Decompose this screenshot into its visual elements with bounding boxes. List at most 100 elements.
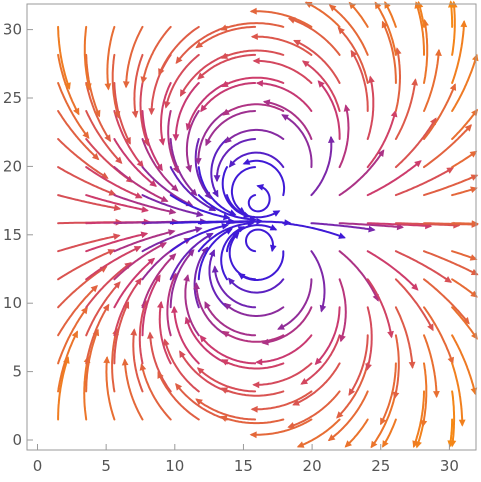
- stream-arrowhead: [435, 48, 442, 56]
- streamline: [394, 306, 414, 368]
- streamline: [302, 60, 341, 112]
- stream-arrowhead: [104, 134, 111, 143]
- streamline: [393, 334, 400, 399]
- stream-arrowhead: [411, 283, 419, 291]
- stream-arrowhead: [140, 231, 149, 239]
- streamline: [184, 275, 200, 337]
- stream-arrowhead: [365, 363, 372, 371]
- stream-arrowhead: [147, 331, 154, 339]
- stream-arrowhead: [142, 138, 150, 147]
- stream-arrowhead: [469, 150, 478, 158]
- streamline: [394, 167, 454, 197]
- streamline: [113, 278, 142, 337]
- streamline: [113, 230, 175, 253]
- streamline: [423, 278, 470, 324]
- streamline: [338, 150, 385, 197]
- stream-arrowhead: [471, 220, 479, 227]
- stream-arrowhead: [205, 232, 214, 240]
- stream-arrowhead: [73, 107, 80, 116]
- stream-arrowhead: [184, 316, 192, 325]
- stream-arrowhead: [277, 323, 285, 330]
- streamline: [423, 124, 472, 169]
- stream-arrowhead: [190, 188, 198, 197]
- stream-arrowhead: [179, 350, 186, 358]
- stream-arrowhead: [159, 242, 167, 249]
- streamline: [338, 105, 350, 169]
- stream-arrowhead: [199, 334, 207, 343]
- stream-arrowhead: [252, 381, 260, 389]
- stream-arrowhead: [304, 1, 313, 8]
- streamline: [85, 110, 122, 164]
- stream-arrowhead: [157, 371, 164, 379]
- streamline: [317, 80, 341, 140]
- streamline: [380, 362, 397, 425]
- stream-arrowhead: [172, 165, 179, 174]
- stream-arrowhead: [293, 39, 301, 47]
- stream-arrowhead: [433, 391, 440, 399]
- stream-arrowhead: [193, 282, 200, 290]
- streamline: [366, 222, 432, 228]
- streamline: [423, 174, 478, 197]
- streamline: [348, 334, 369, 396]
- x-tick-label: 30: [440, 457, 459, 475]
- stream-arrowhead: [300, 378, 308, 385]
- stream-arrowhead: [194, 158, 202, 166]
- streamline: [141, 138, 179, 192]
- streamline: [186, 82, 228, 130]
- stream-arrowhead: [204, 191, 212, 200]
- x-tick-label: 10: [165, 457, 184, 475]
- stream-arrowhead: [213, 175, 221, 183]
- streamline: [215, 138, 257, 182]
- y-axis: 0 5 10 15 20 25 30: [3, 21, 33, 449]
- streamline: [113, 194, 176, 214]
- stream-arrowhead: [124, 262, 132, 269]
- stream-arrowhead: [220, 387, 228, 394]
- streamline: [229, 151, 285, 169]
- streamline: [228, 278, 285, 294]
- stream-arrowhead: [195, 41, 204, 49]
- stream-arrowhead: [472, 53, 479, 62]
- streamline: [57, 266, 107, 309]
- streamline: [423, 19, 429, 84]
- stream-arrowhead: [462, 317, 470, 325]
- streamline: [451, 109, 478, 140]
- stream-arrowhead: [301, 60, 310, 68]
- stream-arrowhead: [194, 226, 203, 233]
- stream-arrowhead: [292, 399, 300, 406]
- stream-arrowhead: [220, 52, 229, 59]
- stream-arrowhead: [350, 49, 358, 58]
- streamline: [221, 166, 250, 218]
- streamline: [221, 49, 285, 59]
- stream-arrowhead: [113, 233, 121, 240]
- streamline: [179, 351, 228, 393]
- stream-arrowhead: [262, 99, 271, 106]
- stream-arrowhead: [160, 195, 169, 202]
- stream-arrowhead: [135, 192, 143, 199]
- stream-arrowhead: [124, 136, 131, 145]
- streamline: [106, 25, 116, 90]
- streamline: [451, 1, 456, 56]
- streamline: [263, 100, 313, 140]
- streamline: [208, 249, 228, 309]
- stream-arrowhead: [242, 158, 251, 165]
- streamline: [366, 160, 422, 197]
- streamline: [111, 53, 120, 118]
- stream-arrowhead: [180, 89, 187, 97]
- streamline: [451, 390, 456, 447]
- streamline: [221, 387, 285, 397]
- stream-arrowhead: [249, 431, 257, 439]
- streamline: [125, 25, 144, 88]
- stream-arrowhead: [224, 136, 232, 144]
- streamline: [85, 262, 132, 309]
- stream-arrowhead: [183, 274, 190, 282]
- streamline: [381, 21, 397, 84]
- streamline: [256, 82, 313, 112]
- streamline: [195, 398, 257, 421]
- stream-arrowhead: [328, 135, 335, 143]
- stream-arrowhead: [387, 330, 394, 339]
- stream-arrowhead: [154, 274, 161, 283]
- stream-arrowhead: [327, 434, 336, 442]
- stream-arrowhead: [250, 405, 258, 413]
- stream-arrowhead: [196, 210, 204, 218]
- streamline: [329, 4, 369, 56]
